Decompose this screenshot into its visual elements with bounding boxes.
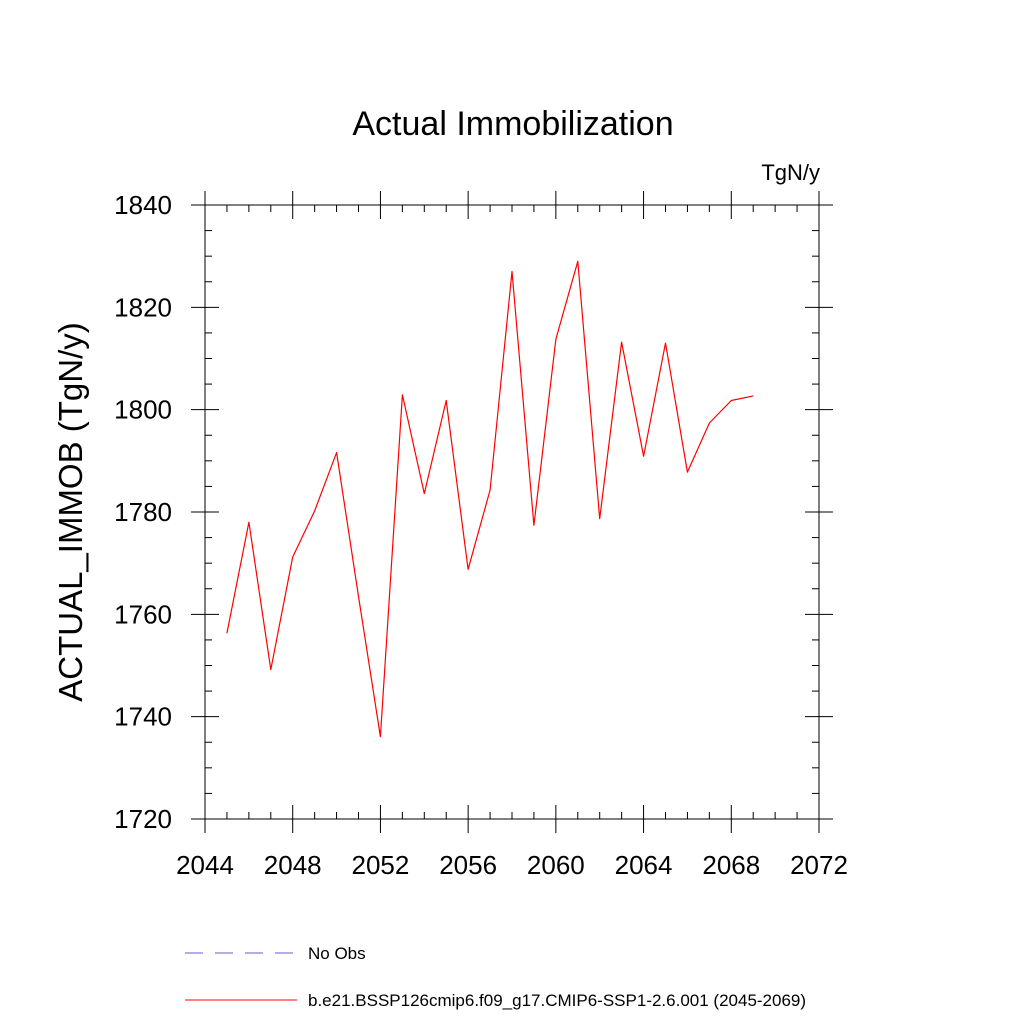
units-label: TgN/y [761, 160, 820, 185]
legend-label-no-obs: No Obs [308, 944, 366, 963]
chart-title: Actual Immobilization [352, 105, 673, 143]
x-tick-label: 2056 [439, 850, 497, 880]
ticks-layer: 2044 2048 2052 2056 2060 2064 2068 2072 1720 1740… [114, 190, 848, 880]
series-line-0 [226, 260, 754, 738]
legend-label-model: b.e21.BSSP126cmip6.f09_g17.CMIP6-SSP1-2.… [308, 991, 806, 1010]
x-tick-label: 2064 [615, 850, 673, 880]
x-tick-label: 2068 [702, 850, 760, 880]
plot-frame [204, 204, 820, 820]
y-tick-label: 1840 [114, 190, 172, 220]
x-tick-label: 2060 [527, 850, 585, 880]
y-tick-label: 1820 [114, 292, 172, 322]
x-tick-label: 2044 [176, 850, 234, 880]
x-tick-label: 2048 [264, 850, 322, 880]
y-tick-label: 1720 [114, 804, 172, 834]
x-tick-label: 2052 [352, 850, 410, 880]
x-tick-label: 2072 [790, 850, 848, 880]
y-tick-label: 1760 [114, 599, 172, 629]
y-axis-label: ACTUAL_IMMOB (TgN/y) [52, 322, 89, 702]
y-tick-label: 1780 [114, 497, 172, 527]
y-tick-label: 1740 [114, 702, 172, 732]
data-layer [226, 260, 754, 738]
legend: No Obs b.e21.BSSP126cmip6.f09_g17.CMIP6-… [185, 944, 806, 1010]
y-tick-label: 1800 [114, 395, 172, 425]
